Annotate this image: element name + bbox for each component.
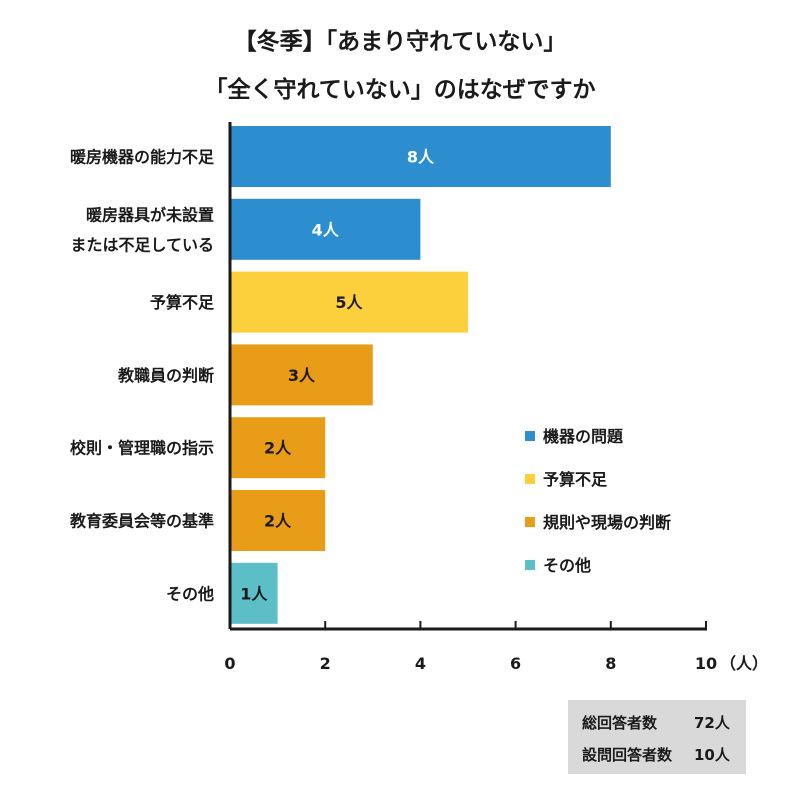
legend-label-equipment: 機器の問題	[543, 427, 624, 446]
category-label-2-line-1: 暖房器具が未設置	[86, 205, 214, 224]
legend-label-budget: 予算不足	[543, 470, 608, 489]
category-label-1: 暖房機器の能力不足	[70, 148, 215, 167]
x-tick-label-10: 10	[695, 654, 717, 673]
bars-layer: 8人 4人 5人 3人 2人 2人 1人	[230, 126, 611, 624]
axis-layer: 暖房機器の能力不足暖房器具が未設置または不足している予算不足教職員の判断校則・管…	[70, 122, 768, 673]
x-tick-label-4: 4	[415, 654, 426, 673]
x-tick-label-8: 8	[605, 654, 616, 673]
bar-4	[230, 344, 373, 406]
total-respondents-label: 総回答者数	[582, 714, 658, 732]
bar-value-label-1: 8人	[407, 148, 435, 167]
category-label-7: その他	[166, 584, 214, 603]
x-tick-label-2: 2	[320, 654, 331, 673]
legend-swatch-rules	[525, 517, 535, 527]
bar-5	[230, 417, 326, 479]
respondent-stats-box: 総回答者数 72人 設問回答者数 10人	[568, 700, 746, 774]
bar-2	[230, 198, 421, 260]
question-respondents-label: 設問回答者数	[582, 746, 673, 764]
question-respondents-value: 10人	[694, 746, 730, 764]
question-respondents-row: 設問回答者数 10人	[582, 744, 730, 765]
category-label-3: 予算不足	[150, 293, 215, 312]
x-tick-label-6: 6	[510, 654, 521, 673]
bar-7	[230, 562, 278, 624]
legend-swatch-budget	[525, 474, 535, 484]
bar-value-label-4: 3人	[288, 366, 316, 385]
category-label-4: 教職員の判断	[118, 366, 214, 385]
x-axis-unit-label: （人）	[720, 654, 768, 673]
legend-label-other: その他	[543, 556, 591, 575]
total-respondents-row: 総回答者数 72人	[582, 712, 730, 733]
chart-title-line-1: 【冬季】「あまり守れていない」	[233, 29, 567, 55]
total-respondents-value: 72人	[694, 714, 730, 732]
bar-value-label-5: 2人	[264, 439, 292, 458]
bar-1	[230, 126, 611, 187]
bar-value-label-6: 2人	[264, 512, 292, 531]
category-label-6: 教育委員会等の基準	[70, 512, 214, 531]
bar-value-label-2: 4人	[312, 220, 340, 239]
bar-6	[230, 490, 326, 551]
chart-title-line-2: 「全く守れていない」のはなぜですか	[204, 77, 596, 103]
legend-swatch-equipment	[525, 431, 535, 441]
category-label-2-line-2: または不足している	[70, 235, 214, 254]
bar-value-label-3: 5人	[335, 293, 363, 312]
bar-value-label-7: 1人	[240, 584, 268, 603]
legend-label-rules: 規則や現場の判断	[543, 513, 671, 532]
legend-swatch-other	[525, 560, 535, 570]
category-label-5: 校則・管理職の指示	[70, 439, 214, 458]
x-tick-label-0: 0	[224, 654, 235, 673]
bar-3	[230, 271, 468, 333]
